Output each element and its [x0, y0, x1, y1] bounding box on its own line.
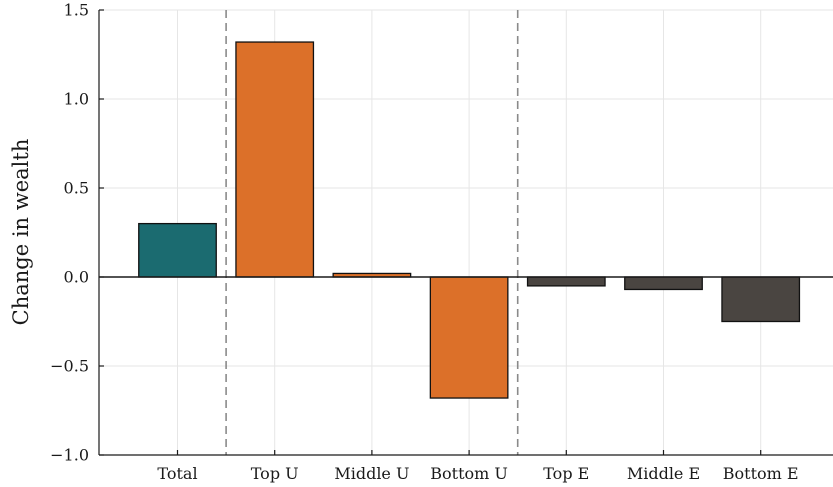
y-tick-label: 0.5 [64, 179, 89, 198]
x-tick-label: Top U [251, 464, 299, 483]
x-tick-label: Middle E [627, 464, 700, 483]
x-tick-label: Total [157, 464, 197, 483]
y-tick-label: 1.5 [64, 1, 89, 20]
bar-bottom-u [429, 276, 509, 399]
y-axis-title: Change in wealth [9, 139, 33, 326]
bar-top-u [235, 41, 315, 278]
y-tick-labels: −1.0 −0.5 0.0 0.5 1.0 1.5 [50, 1, 89, 465]
y-tick-label: −1.0 [50, 446, 89, 465]
axes-layer [98, 9, 833, 456]
y-tick-label: 1.0 [64, 90, 89, 109]
bar-top-e [526, 276, 606, 287]
x-tick-label: Top E [543, 464, 589, 483]
bar-bottom-e [721, 276, 801, 323]
y-tick-label: 0.0 [64, 268, 89, 287]
x-tick-label: Bottom E [723, 464, 799, 483]
y-tick-label: −0.5 [50, 357, 89, 376]
group-dividers [225, 10, 519, 455]
bar-middle-e [624, 276, 703, 291]
bars-layer [138, 41, 801, 399]
x-tick-label: Middle U [334, 464, 409, 483]
x-tick-labels: Total Top U Middle U Bottom U Top E Middle E B… [157, 464, 798, 483]
x-tick-label: Bottom U [430, 464, 508, 483]
bar-total [138, 222, 217, 278]
